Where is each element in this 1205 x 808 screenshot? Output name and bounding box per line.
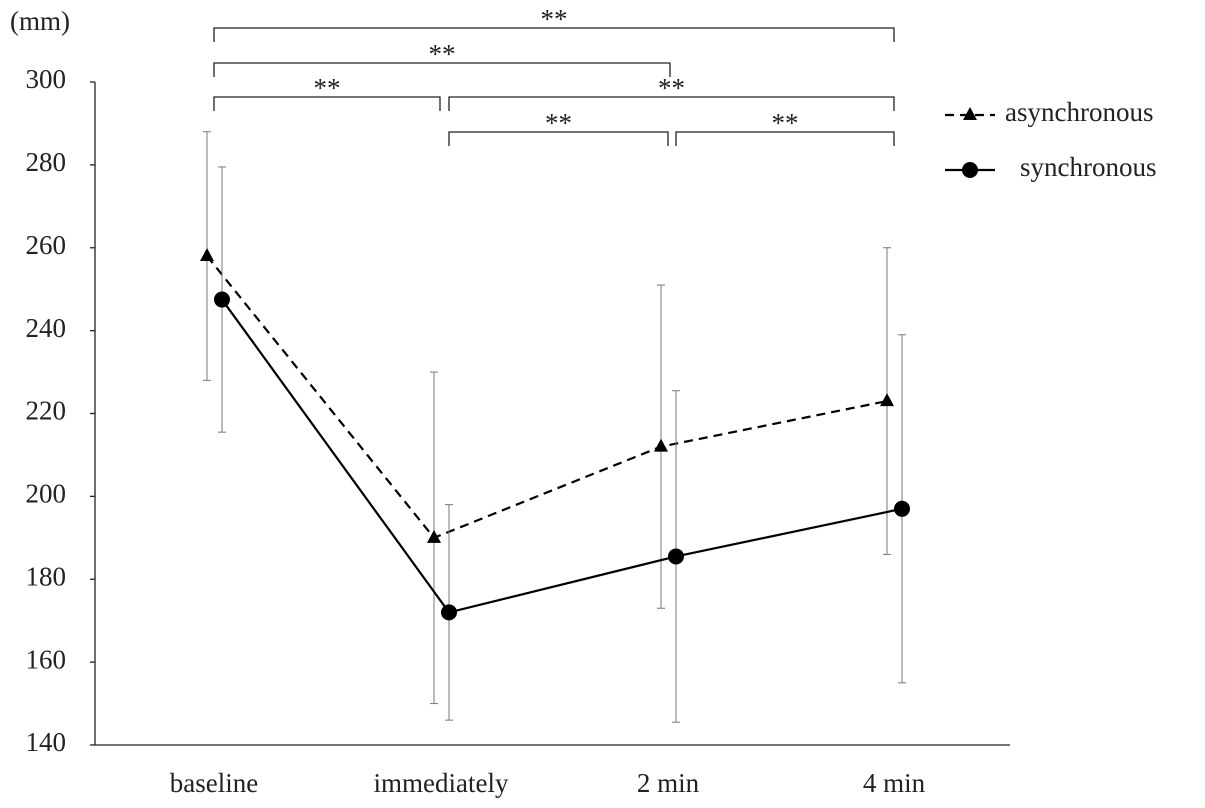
data-point	[441, 604, 457, 621]
significance-bracket	[213, 27, 895, 42]
data-point	[200, 248, 214, 262]
x-tick-label: 4 min	[863, 768, 926, 798]
data-point	[668, 548, 684, 565]
data-point	[894, 500, 910, 517]
significance-label: **	[429, 39, 456, 69]
series-line	[206, 255, 888, 540]
y-tick-label: 300	[26, 64, 67, 94]
data-point	[880, 393, 894, 407]
y-tick-label: 280	[26, 147, 67, 177]
significance-bracket	[213, 96, 441, 111]
y-tick-label: 160	[26, 644, 67, 674]
significance-label: **	[314, 73, 341, 103]
y-tick-label: 240	[26, 313, 67, 343]
y-tick-label: 180	[26, 561, 67, 591]
significance-label: **	[541, 4, 568, 34]
significance-label: **	[658, 73, 685, 103]
significance-bracket	[675, 131, 895, 146]
x-tick-label: baseline	[170, 768, 258, 798]
significance-bracket	[213, 62, 671, 77]
significance-label: **	[772, 108, 799, 138]
y-axis-label: (mm)	[10, 6, 70, 36]
legend-marker	[962, 162, 978, 178]
data-point	[427, 529, 441, 543]
legend-label: synchronous	[1020, 152, 1157, 182]
significance-bracket	[448, 96, 895, 111]
legend-marker	[963, 107, 977, 120]
data-point	[214, 291, 230, 308]
y-tick-label: 220	[26, 396, 67, 426]
y-tick-label: 200	[26, 479, 67, 509]
significance-label: **	[545, 108, 572, 138]
series-line	[221, 298, 903, 614]
data-point	[654, 438, 668, 452]
y-tick-label: 260	[26, 230, 67, 260]
legend-label: asynchronous	[1005, 97, 1153, 127]
x-tick-label: 2 min	[637, 768, 700, 798]
significance-bracket	[448, 131, 669, 146]
y-tick-label: 140	[26, 727, 67, 757]
x-tick-label: immediately	[374, 768, 509, 798]
